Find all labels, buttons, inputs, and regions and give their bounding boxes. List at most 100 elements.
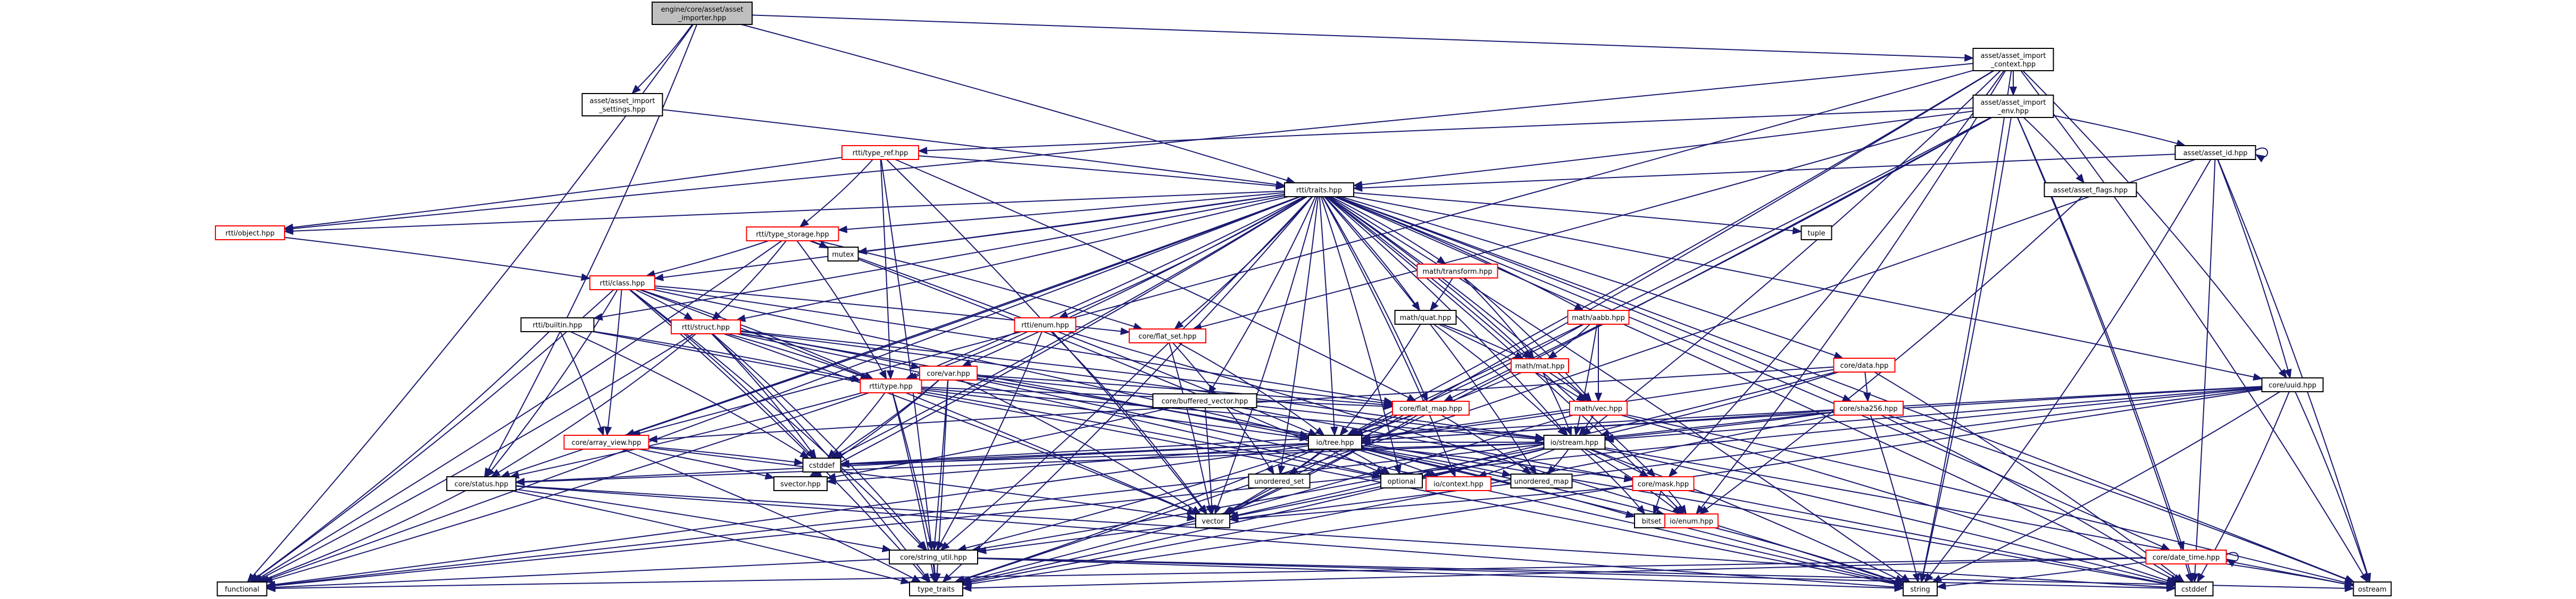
node-unordered_map[interactable]: unordered_map <box>1510 474 1573 488</box>
edge-rtype-to-functional <box>263 392 869 584</box>
edge-sha-to-iostream <box>1604 411 1835 442</box>
node-aview[interactable]: core/array_view.hpp <box>563 435 649 450</box>
edge-iotree-to-optional <box>1346 449 1391 475</box>
node-box <box>581 93 663 116</box>
node-label: svector.hpp <box>780 480 821 488</box>
node-cmask[interactable]: core/mask.hpp <box>1632 476 1695 491</box>
edge-traits-to-dtime <box>1335 196 2171 551</box>
node-functional[interactable]: functional <box>216 581 268 596</box>
node-sha[interactable]: core/sha256.hpp <box>1833 401 1904 416</box>
node-builtin[interactable]: rtti/builtin.hpp <box>520 317 595 332</box>
edge-struct-to-strutil <box>712 333 928 551</box>
edge-cvar-to-fmap <box>977 374 1394 409</box>
edge-cmask-to-ioenum <box>1668 490 1687 515</box>
node-box <box>1543 435 1606 450</box>
node-label: core/data.hpp <box>1840 362 1889 370</box>
edge-traits-to-mquat <box>1324 196 1421 311</box>
node-renum[interactable]: rtti/enum.hpp <box>1014 317 1077 332</box>
node-traits[interactable]: rtti/traits.hpp <box>1284 182 1354 197</box>
edge-tstor-to-struct <box>711 240 787 321</box>
node-box <box>827 247 859 261</box>
edge-iostream-to-cstddef <box>1603 449 2177 586</box>
node-optional[interactable]: optional <box>1380 474 1423 488</box>
node-aie[interactable]: asset/asset_import_env.hpp <box>1972 95 2054 118</box>
node-cstddef[interactable]: cstddef <box>2174 581 2214 596</box>
edge-mvec-to-iostream <box>1579 415 1594 436</box>
edge-mquat-to-iotree <box>1339 324 1421 436</box>
edge-fmap-to-vector <box>1225 415 1418 514</box>
node-class[interactable]: rtti/class.hpp <box>589 275 655 290</box>
node-type_traits[interactable]: type_traits <box>909 581 963 596</box>
node-cvar[interactable]: core/var.hpp <box>919 366 978 381</box>
node-strutil[interactable]: core/string_util.hpp <box>889 550 978 564</box>
edge-tstor-to-functional <box>252 240 782 583</box>
edge-strutil-to-functional <box>265 558 890 592</box>
node-tstor[interactable]: rtti/type_storage.hpp <box>746 226 839 241</box>
node-label: math/vec.hpp <box>1574 405 1622 413</box>
node-ais[interactable]: asset/asset_import_settings.hpp <box>581 93 663 116</box>
node-mutex[interactable]: mutex <box>827 247 859 261</box>
node-box <box>1664 513 1719 528</box>
node-box <box>2174 581 2214 596</box>
edge-aie-to-tref <box>918 107 1973 155</box>
node-aid[interactable]: asset/asset_id.hpp <box>2174 145 2256 160</box>
edge-tref-to-traits <box>918 155 1286 190</box>
node-box <box>2044 182 2137 197</box>
edge-rtype-to-optional <box>921 391 1382 479</box>
edge-root-to-traits <box>741 24 1296 184</box>
node-rtype[interactable]: rtti/type.hpp <box>860 378 922 393</box>
node-box <box>1416 264 1498 279</box>
node-ioenum[interactable]: io/enum.hpp <box>1664 513 1719 528</box>
node-unordered_set[interactable]: unordered_set <box>1248 474 1311 488</box>
node-label: io/context.hpp <box>1433 480 1483 488</box>
node-tref[interactable]: rtti/type_ref.hpp <box>841 145 919 160</box>
edge-iostream-to-ioctx <box>1477 449 1556 478</box>
node-cstddef_t[interactable]: cstddef <box>802 458 841 473</box>
edge-root-to-ais <box>631 24 693 95</box>
edge-status-to-functional <box>256 490 466 583</box>
edge-mmat-to-mvec <box>1549 372 1590 402</box>
edge-struct-to-fmap <box>740 330 1394 407</box>
node-cdata[interactable]: core/data.hpp <box>1833 358 1896 373</box>
node-vector[interactable]: vector <box>1195 513 1230 528</box>
node-uuid[interactable]: core/uuid.hpp <box>2261 377 2324 392</box>
node-mvec[interactable]: math/vec.hpp <box>1569 401 1628 416</box>
edge-tref-to-tstor <box>799 159 873 228</box>
node-dtime[interactable]: core/date_time.hpp <box>2145 550 2227 564</box>
edge-traits-to-cdata <box>1340 196 1844 359</box>
node-svector[interactable]: svector.hpp <box>773 476 828 491</box>
node-iotree[interactable]: io/tree.hpp <box>1308 435 1362 450</box>
edge-tstor-to-rtype <box>796 240 887 380</box>
edge-iotree-to-cstddef_t <box>839 443 1309 468</box>
node-status[interactable]: core/status.hpp <box>446 476 516 491</box>
node-mquat[interactable]: math/quat.hpp <box>1394 310 1457 325</box>
node-fmap[interactable]: core/flat_map.hpp <box>1392 401 1470 416</box>
node-aflags[interactable]: asset/asset_flags.hpp <box>2044 182 2137 197</box>
edge-traits-to-class <box>654 193 1285 281</box>
edge-aid-to-string <box>1924 159 2212 583</box>
edge-mtrans-to-mvec <box>1464 277 1592 402</box>
node-struct[interactable]: rtti/struct.hpp <box>671 319 741 334</box>
node-bvec[interactable]: core/buffered_vector.hpp <box>1152 393 1257 408</box>
node-box <box>746 226 839 241</box>
node-iostream[interactable]: io/stream.hpp <box>1543 435 1606 450</box>
node-bitset[interactable]: bitset <box>1634 513 1669 528</box>
node-box <box>1380 474 1423 488</box>
node-object[interactable]: rtti/object.hpp <box>215 225 285 240</box>
node-tuple[interactable]: tuple <box>1800 225 1832 240</box>
edge-struct-to-cstddef_t <box>711 333 817 459</box>
node-box <box>1972 95 2054 118</box>
node-ioctx[interactable]: io/context.hpp <box>1425 476 1491 491</box>
node-aic[interactable]: asset/asset_import_context.hpp <box>1972 48 2054 71</box>
node-mtrans[interactable]: math/transform.hpp <box>1416 264 1498 279</box>
edge-mvec-to-iotree <box>1361 411 1570 442</box>
node-label: core/sha256.hpp <box>1839 405 1897 413</box>
node-mmat[interactable]: math/mat.hpp <box>1511 358 1569 373</box>
node-label: unordered_set <box>1254 478 1304 486</box>
node-string[interactable]: string <box>1903 581 1938 596</box>
edge-tref-to-object <box>284 157 843 231</box>
node-maabb[interactable]: math/aabb.hpp <box>1567 310 1630 325</box>
edge-root-to-aic <box>752 14 1974 62</box>
node-ostream[interactable]: ostream <box>2353 581 2392 596</box>
node-fset[interactable]: core/flat_set.hpp <box>1129 328 1206 343</box>
